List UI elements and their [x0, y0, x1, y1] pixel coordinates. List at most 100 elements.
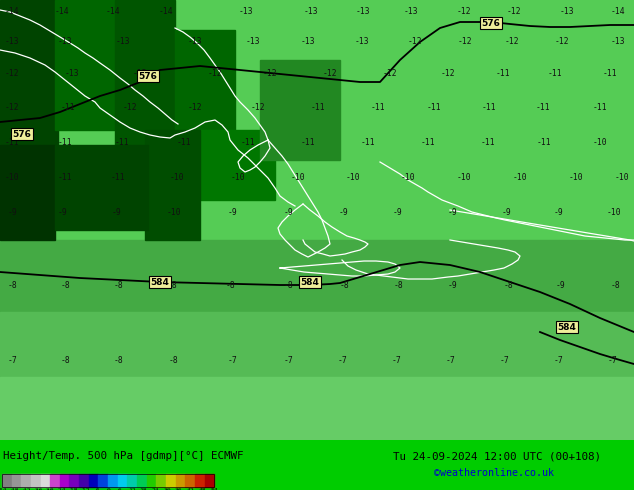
Text: 6: 6 — [118, 488, 122, 490]
Text: -7: -7 — [391, 356, 401, 365]
Text: -9: -9 — [7, 207, 17, 217]
Text: -11: -11 — [115, 138, 129, 147]
Text: -12: -12 — [507, 6, 521, 16]
Text: -8: -8 — [167, 280, 177, 290]
Text: -9: -9 — [111, 207, 121, 217]
Text: -8: -8 — [503, 280, 513, 290]
Text: -9: -9 — [555, 280, 565, 290]
Text: -7: -7 — [7, 356, 17, 365]
Text: -12: -12 — [79, 488, 90, 490]
Text: -12: -12 — [458, 36, 472, 46]
Bar — [176, 474, 185, 487]
Text: -7: -7 — [607, 356, 617, 365]
Bar — [108, 474, 118, 487]
Text: -12: -12 — [123, 102, 138, 112]
Bar — [115, 0, 175, 150]
Text: -9: -9 — [392, 207, 402, 217]
Text: -8: -8 — [610, 280, 620, 290]
Text: 0: 0 — [106, 488, 110, 490]
Text: -12: -12 — [408, 36, 422, 46]
Text: -10: -10 — [167, 207, 181, 217]
Text: 576: 576 — [139, 72, 157, 80]
Text: -11: -11 — [58, 138, 72, 147]
Text: -8: -8 — [7, 280, 17, 290]
Text: -7: -7 — [337, 356, 347, 365]
Text: -13: -13 — [404, 6, 418, 16]
Bar — [0, 0, 58, 150]
Text: -9: -9 — [501, 207, 511, 217]
Text: -11: -11 — [427, 102, 441, 112]
Bar — [175, 30, 235, 140]
Text: -11: -11 — [371, 102, 385, 112]
Text: -8: -8 — [113, 280, 123, 290]
Text: -9: -9 — [553, 207, 563, 217]
Bar — [2, 474, 11, 487]
Text: -6: -6 — [93, 488, 100, 490]
Text: -8: -8 — [339, 280, 349, 290]
Text: -10: -10 — [569, 172, 583, 181]
Bar — [185, 474, 195, 487]
Text: -13: -13 — [611, 36, 625, 46]
Text: -9: -9 — [57, 207, 67, 217]
Text: -8: -8 — [168, 356, 178, 365]
Text: -12: -12 — [456, 6, 471, 16]
Text: -36: -36 — [32, 488, 43, 490]
Text: -8: -8 — [393, 280, 403, 290]
Text: 18: 18 — [139, 488, 147, 490]
Text: 584: 584 — [301, 277, 320, 287]
Bar — [0, 240, 634, 315]
Text: -13: -13 — [560, 6, 574, 16]
Text: -8: -8 — [113, 356, 123, 365]
Text: -11: -11 — [593, 102, 607, 112]
Text: -8: -8 — [225, 280, 235, 290]
Bar — [146, 474, 157, 487]
Text: 36: 36 — [175, 488, 183, 490]
Text: 54: 54 — [210, 488, 218, 490]
Text: -18: -18 — [67, 488, 79, 490]
Text: -8: -8 — [60, 280, 70, 290]
Text: -13: -13 — [354, 36, 370, 46]
Bar — [55, 145, 148, 230]
Text: -11: -11 — [61, 102, 75, 112]
Text: -11: -11 — [361, 138, 375, 147]
Bar — [70, 474, 79, 487]
Bar — [0, 377, 634, 440]
Text: -10: -10 — [513, 172, 527, 181]
Bar — [118, 474, 127, 487]
Text: -10: -10 — [615, 172, 630, 181]
Bar — [98, 474, 108, 487]
Text: -11: -11 — [548, 69, 562, 77]
Text: -10: -10 — [346, 172, 360, 181]
Text: -11: -11 — [421, 138, 436, 147]
Text: -12: -12 — [262, 69, 277, 77]
Text: -42: -42 — [20, 488, 31, 490]
Bar — [137, 474, 146, 487]
Text: -13: -13 — [133, 69, 147, 77]
Bar — [205, 474, 214, 487]
Text: -11: -11 — [496, 69, 510, 77]
Text: -10: -10 — [290, 172, 306, 181]
Text: -12: -12 — [188, 102, 202, 112]
Bar — [195, 474, 205, 487]
Text: -11: -11 — [301, 138, 315, 147]
Text: Height/Temp. 500 hPa [gdmp][°C] ECMWF: Height/Temp. 500 hPa [gdmp][°C] ECMWF — [3, 451, 243, 461]
Bar — [260, 60, 340, 160]
Bar — [89, 474, 98, 487]
Text: -10: -10 — [170, 172, 184, 181]
Text: 576: 576 — [13, 129, 32, 139]
Text: -11: -11 — [481, 138, 495, 147]
Bar — [41, 474, 50, 487]
Text: -14: -14 — [611, 6, 625, 16]
Text: 48: 48 — [198, 488, 207, 490]
Text: 576: 576 — [482, 19, 500, 27]
Text: -13: -13 — [238, 6, 254, 16]
Text: -54: -54 — [0, 488, 8, 490]
Text: -7: -7 — [499, 356, 509, 365]
Text: -12: -12 — [505, 36, 519, 46]
Bar — [157, 474, 166, 487]
Text: -13: -13 — [356, 6, 370, 16]
Text: -12: -12 — [441, 69, 455, 77]
Text: -7: -7 — [227, 356, 237, 365]
Text: -10: -10 — [456, 172, 471, 181]
Text: -11: -11 — [111, 172, 126, 181]
